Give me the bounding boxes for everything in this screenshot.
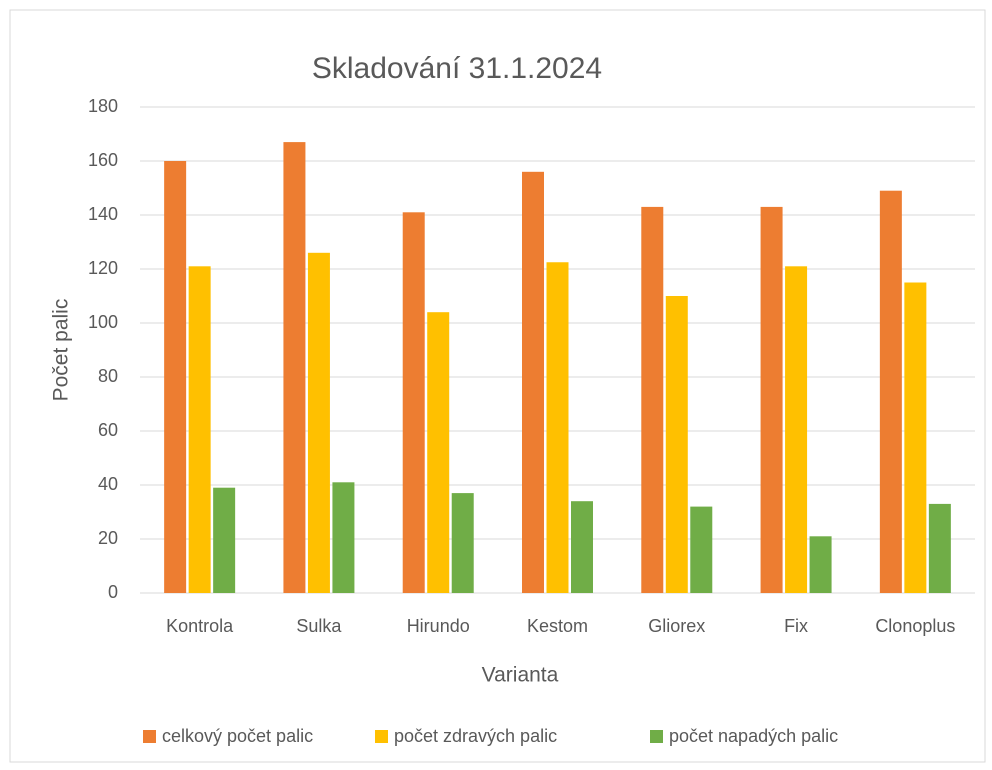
y-tick-label: 160 (88, 150, 118, 170)
bar (546, 262, 569, 593)
bar (571, 501, 593, 593)
bar (641, 206, 664, 593)
y-tick-label: 80 (98, 366, 118, 386)
bar (904, 282, 927, 593)
x-tick-label: Clonoplus (875, 616, 955, 636)
bar (427, 312, 450, 593)
legend-swatch (650, 730, 663, 743)
bar (213, 487, 236, 593)
y-tick-label: 180 (88, 96, 118, 116)
bar (451, 493, 474, 593)
bar (283, 142, 306, 593)
x-tick-label: Gliorex (648, 616, 705, 636)
y-tick-label: 140 (88, 204, 118, 224)
bar (307, 252, 330, 594)
x-axis-label: Varianta (482, 664, 559, 687)
y-tick-label: 60 (98, 420, 118, 440)
bar (690, 506, 713, 593)
bar (332, 482, 355, 593)
y-tick-label: 40 (98, 474, 118, 494)
chart-title: Skladování 31.1.2024 (312, 52, 602, 85)
y-tick-label: 20 (98, 528, 118, 548)
bar (665, 296, 688, 593)
y-tick-label: 0 (108, 582, 118, 602)
legend-label: celkový počet palic (162, 726, 313, 746)
chart-border (9, 9, 986, 763)
legend-label: počet napadých palic (669, 726, 838, 746)
bar (879, 190, 902, 593)
x-tick-label: Kestom (527, 616, 588, 636)
x-tick-label: Hirundo (407, 616, 470, 636)
x-tick-label: Kontrola (166, 616, 234, 636)
x-tick-label: Sulka (296, 616, 342, 636)
bar (402, 212, 425, 594)
y-tick-label: 100 (88, 312, 118, 332)
y-axis-label: Počet palic (50, 299, 73, 402)
bar (760, 206, 783, 593)
bar (785, 266, 808, 593)
bar (164, 161, 187, 593)
x-tick-label: Fix (784, 616, 808, 636)
legend-label: počet zdravých palic (394, 726, 557, 746)
bar (809, 536, 832, 593)
bar (928, 503, 951, 593)
legend-swatch (375, 730, 388, 743)
legend-swatch (143, 730, 156, 743)
bar (522, 171, 544, 594)
bar (188, 266, 211, 593)
y-tick-label: 120 (88, 258, 118, 278)
